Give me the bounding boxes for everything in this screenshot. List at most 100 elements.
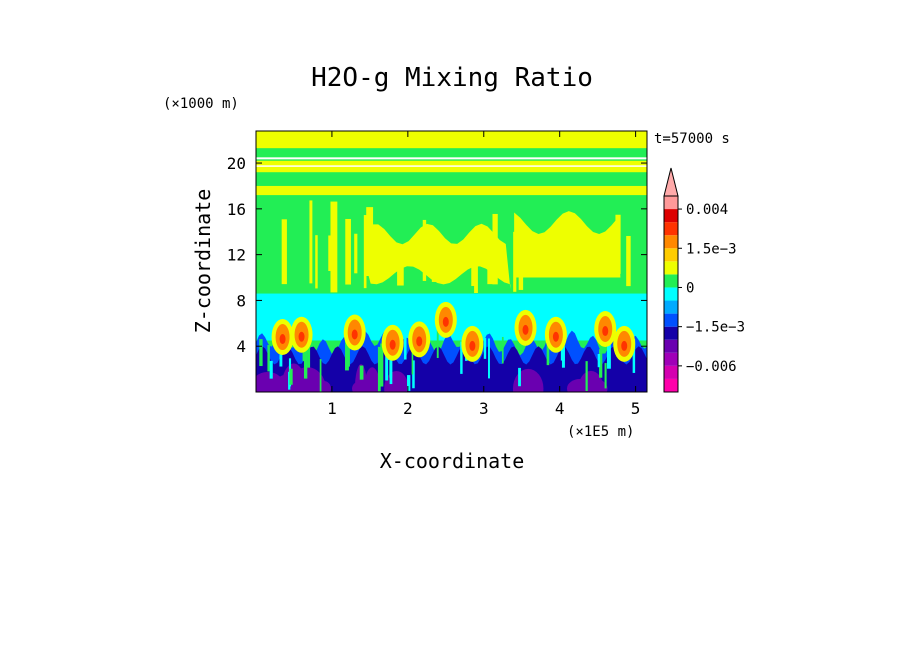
colorbar-tick-label: 0.004 — [686, 202, 728, 218]
colorbar-over-triangle — [663, 167, 679, 197]
field-yellow-wisp — [354, 233, 358, 274]
field-plume-center — [469, 340, 476, 351]
plot-area — [256, 131, 647, 392]
y-tick-label: 12 — [227, 246, 246, 265]
field-streak — [345, 328, 349, 371]
field-yellow-wisp — [513, 231, 517, 292]
field-yellow-wisp — [431, 260, 439, 282]
y-tick-label: 16 — [227, 200, 246, 219]
field-yellow-band — [256, 131, 647, 149]
field-streak — [259, 339, 263, 367]
field-purple — [566, 379, 593, 392]
field-plume-center — [351, 329, 358, 340]
colorbar-tick-label: −1.5e−3 — [686, 320, 745, 336]
field-plume-center — [416, 336, 423, 347]
field-purple — [352, 381, 369, 392]
field-purple — [288, 367, 326, 392]
field-streak — [518, 367, 521, 387]
field-yellow-wisp — [518, 227, 524, 290]
field-plume-center — [552, 331, 559, 342]
colorbar-tick-label: 0 — [686, 280, 694, 296]
field-yellow-wisp — [626, 235, 631, 287]
colorbar: 0.004 1.5e−3 0 −1.5e−3 −0.006 — [663, 167, 745, 393]
field-streak — [460, 341, 463, 374]
field-streak — [359, 365, 364, 380]
field-streak — [289, 368, 293, 385]
colorbar-box — [664, 378, 678, 392]
field-white-line — [256, 157, 647, 160]
field-streak — [411, 351, 414, 375]
y-axis-ticks: 4 8 12 16 20 — [227, 154, 647, 356]
x-tick-label: 5 — [631, 399, 641, 418]
field-streak — [377, 346, 381, 392]
field-yellow-wisp — [345, 218, 351, 285]
field-plume-center — [298, 331, 305, 342]
colorbar-box — [664, 248, 678, 262]
field-plume-center — [389, 339, 396, 350]
field-streak — [267, 344, 270, 372]
field-yellow-wisp — [330, 201, 338, 293]
colorbar-box — [664, 287, 678, 301]
y-axis-label: Z-coordinate — [191, 189, 215, 334]
field-yellow-wisp — [366, 207, 374, 277]
field-streak — [606, 341, 611, 369]
colorbar-box — [664, 274, 678, 288]
field-streak — [385, 349, 389, 381]
field-streak — [599, 349, 603, 378]
field-streak — [632, 339, 636, 373]
field-streak — [585, 361, 588, 392]
field-yellow-wisp — [315, 235, 318, 289]
field-streak — [488, 338, 490, 379]
field-plume-center — [279, 334, 286, 345]
field-deep-blue — [256, 346, 647, 392]
colorbar-frame — [663, 195, 679, 393]
plot-frame — [255, 130, 648, 393]
field-streak — [597, 353, 601, 368]
field-streak — [269, 360, 273, 379]
field-yellow-wisp — [397, 260, 404, 286]
field-yellow-wisp — [492, 213, 498, 285]
colorbar-box — [664, 352, 678, 366]
y-tick-label: 4 — [236, 337, 246, 356]
x-axis-ticks: 1 2 3 4 5 — [327, 131, 640, 418]
colorbar-box — [664, 365, 678, 379]
field-yellow-wisp — [487, 246, 494, 285]
colorbar-box — [664, 235, 678, 249]
x-tick-label: 1 — [327, 399, 337, 418]
colorbar-box — [664, 300, 678, 314]
field-streak — [546, 336, 550, 366]
chart-title: H2O-g Mixing Ratio — [311, 63, 593, 93]
field-purple — [364, 367, 381, 392]
field-white-line — [256, 165, 647, 167]
field-yellow-plume — [514, 211, 621, 278]
x-tick-label: 4 — [555, 399, 565, 418]
field-streak — [404, 320, 407, 360]
field-streak — [561, 346, 565, 368]
field-streak — [303, 338, 308, 379]
field-plume-center — [621, 340, 628, 351]
field-yellow-wisp — [430, 235, 435, 275]
time-label: t=57000 s — [654, 131, 730, 147]
field-plume-center — [602, 326, 609, 337]
field-yellow-wisp — [474, 243, 478, 294]
field-streak — [380, 343, 384, 387]
y-tick-label: 20 — [227, 154, 246, 173]
colorbar-box — [664, 313, 678, 327]
x-tick-label: 2 — [403, 399, 413, 418]
x-tick-label: 3 — [479, 399, 489, 418]
x-unit-label: (×1E5 m) — [567, 424, 634, 440]
field-plume-center — [522, 324, 529, 335]
field-streak — [407, 375, 411, 391]
field-purple — [512, 368, 544, 392]
field-streak — [501, 336, 504, 364]
colorbar-box — [664, 196, 678, 210]
colorbar-box — [664, 261, 678, 275]
field-yellow-wisp — [309, 200, 313, 284]
field-yellow-plume — [366, 223, 511, 289]
field-yellow-band — [256, 185, 647, 196]
field-streak — [483, 337, 487, 359]
field-yellow-wisp — [281, 219, 287, 285]
field-streak — [436, 323, 439, 358]
colorbar-box — [664, 339, 678, 353]
